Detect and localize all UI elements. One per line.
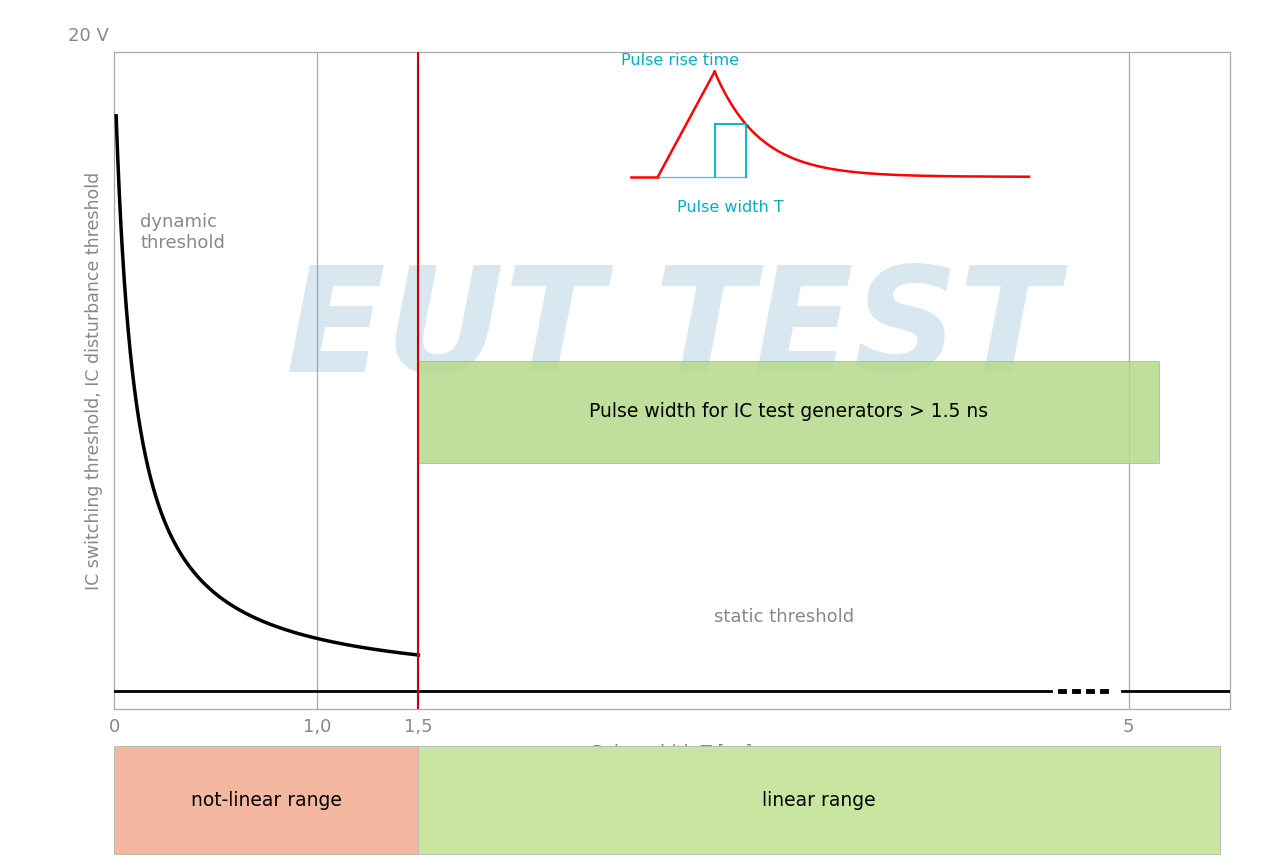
X-axis label: Pulse width T [ns]: Pulse width T [ns] [592,744,752,762]
Text: Pulse rise time: Pulse rise time [621,54,739,68]
Text: not-linear range: not-linear range [191,791,341,810]
Text: dynamic
threshold: dynamic threshold [141,214,226,252]
Bar [114,746,418,854]
Text: static threshold: static threshold [714,608,853,626]
Text: Pulse width T: Pulse width T [677,200,784,215]
Text: Pulse width for IC test generators > 1.5 ns: Pulse width for IC test generators > 1.5… [590,402,988,421]
Bar [418,361,1159,463]
Text: 20 V: 20 V [67,28,109,45]
Bar [418,746,1220,854]
Y-axis label: IC switching threshold, IC disturbance threshold: IC switching threshold, IC disturbance t… [85,171,103,590]
Text: EUT TEST: EUT TEST [287,260,1058,402]
Text: linear range: linear range [762,791,876,810]
